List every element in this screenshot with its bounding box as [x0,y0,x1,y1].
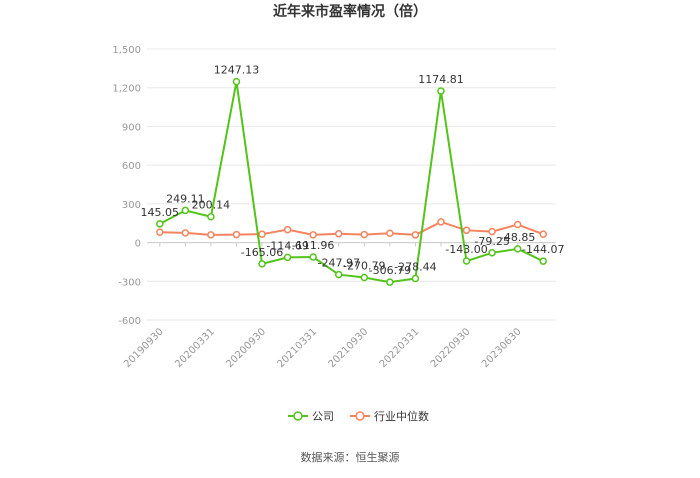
data-label: -270.79 [343,260,385,273]
y-tick-label: 1,200 [112,84,141,95]
point [437,218,445,226]
x-tick-label: 20200930 [224,326,268,370]
data-label: -48.85 [500,231,535,244]
line [159,220,544,236]
point [462,257,471,265]
point [309,253,317,261]
data-label: 145.05 [141,206,180,219]
point [513,245,522,253]
point [437,87,445,95]
y-tick-label: 900 [122,122,141,133]
point [411,274,420,283]
legend-marker [293,411,303,421]
data-label: -79.25 [474,235,509,248]
y-tick-label: 300 [122,200,141,211]
point [539,257,547,265]
data-label: 200.14 [192,199,231,212]
y-tick-label: 0 [135,239,141,250]
chart-title: 近年来市盈率情况（倍） [273,3,427,20]
data-label: -144.07 [522,243,564,256]
data-label: -278.44 [394,261,436,274]
point [360,273,369,282]
data-label: -111.96 [292,239,334,252]
point [488,227,496,236]
y-tick-label: 600 [122,161,141,172]
point [386,229,394,238]
data-label: -306.79 [369,264,411,277]
point [283,225,292,234]
point [232,230,241,239]
point [232,77,241,86]
point [309,231,317,239]
point [258,230,266,238]
point [513,220,522,229]
x-tick-label: 20230630 [480,326,524,370]
x-tick-label: 20190930 [122,326,166,370]
line [159,81,544,284]
point [207,212,215,221]
point [386,278,394,286]
x-tick-label: 20210331 [276,326,320,370]
y-tick-label: -600 [118,316,141,327]
point [283,253,292,262]
data-label: 1247.13 [214,64,260,77]
x-tick-label: 20220331 [378,326,422,370]
point [181,229,190,237]
data-label: 1174.81 [418,73,464,86]
point [334,270,343,279]
y-tick-label: 1,500 [112,45,141,56]
data-label: -247.97 [317,257,359,270]
data-label: -114.69 [266,239,308,252]
y-tick-label: -300 [118,277,141,288]
point [411,231,420,239]
point [488,249,496,257]
data-label: -165.06 [241,246,283,259]
legend-label: 行业中位数 [374,409,429,423]
point [334,230,343,238]
x-tick-label: 20220930 [429,326,473,370]
data-label: -143.00 [445,243,487,256]
point [181,206,190,215]
legend-label: 公司 [312,410,334,423]
point [156,220,164,228]
point [539,230,547,238]
source: 数据来源：恒生聚源 [301,450,400,464]
data-label: 249.11 [166,192,205,205]
point [462,226,471,235]
legend-marker [355,411,365,421]
x-tick-label: 20210930 [327,326,371,370]
x-tick-label: 20200331 [173,326,217,370]
point [156,228,164,236]
point [258,260,266,268]
point [360,230,369,239]
point [207,231,215,239]
